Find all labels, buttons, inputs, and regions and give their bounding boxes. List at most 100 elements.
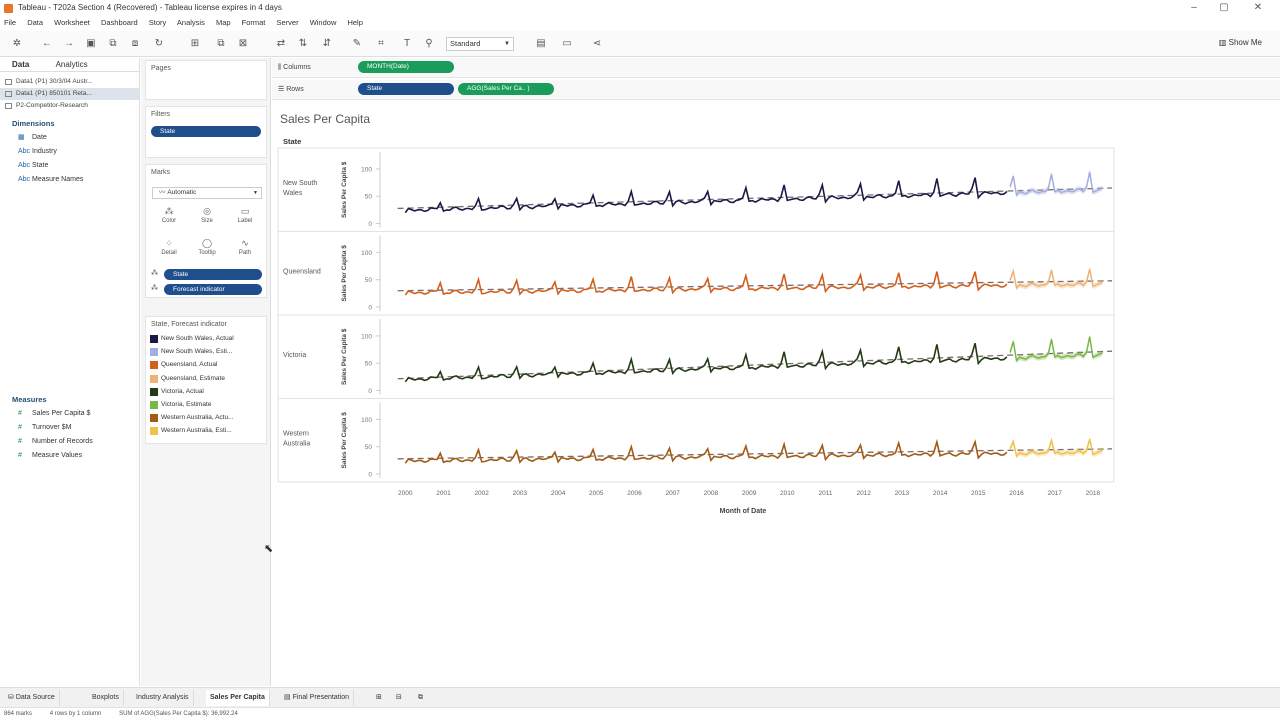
legend-item[interactable]: Victoria, Estimate xyxy=(146,398,266,411)
tab-analytics[interactable]: Analytics xyxy=(55,60,88,69)
save-icon[interactable]: ▣ xyxy=(86,38,96,49)
menu-server[interactable]: Server xyxy=(276,18,299,27)
minimize-button[interactable]: – xyxy=(1191,2,1197,13)
close-button[interactable]: ✕ xyxy=(1253,2,1263,13)
legend-item[interactable]: New South Wales, Actual xyxy=(146,332,266,345)
label-button[interactable]: ▭ Label xyxy=(228,205,262,231)
highlight-icon[interactable]: ✎ xyxy=(352,38,362,49)
columns-shelf[interactable]: ⫼ Columns MONTH(Date) xyxy=(272,58,1280,78)
marks-pill-state[interactable]: State xyxy=(164,269,262,280)
measure-turnover[interactable]: # Turnover $M xyxy=(0,421,139,435)
rows-pill-sales-per-capita[interactable]: AGG(Sales Per Ca.. ) xyxy=(458,83,554,95)
menu-analysis[interactable]: Analysis xyxy=(176,18,205,27)
undo-icon[interactable]: ← xyxy=(42,38,52,49)
tableau-home-icon[interactable]: ✲ xyxy=(12,38,22,49)
measure-values[interactable]: # Measure Values xyxy=(0,449,139,463)
path-label: Path xyxy=(238,250,252,256)
legend-item[interactable]: Western Australia, Actu... xyxy=(146,411,266,424)
mark-type-dropdown[interactable]: 〰 Automatic ▼ xyxy=(152,187,262,199)
color-button[interactable]: ⁂ Color xyxy=(152,205,186,231)
dimension-industry[interactable]: Abc Industry xyxy=(0,145,139,159)
fit-dropdown[interactable]: Standard ▼ xyxy=(446,37,514,51)
dimension-date[interactable]: ▦ Date xyxy=(0,131,139,145)
rows-shelf[interactable]: ☰ Rows State AGG(Sales Per Ca.. ) xyxy=(272,80,1280,100)
maximize-button[interactable]: ▢ xyxy=(1219,2,1229,13)
tab-data[interactable]: Data xyxy=(12,60,30,69)
dimension-state[interactable]: Abc State xyxy=(0,159,139,173)
pause-updates-icon[interactable]: ⧈ xyxy=(131,38,139,49)
data-source-item[interactable]: P2-Competitor-Research xyxy=(0,100,139,112)
chevron-down-icon: ▼ xyxy=(504,41,510,47)
filter-pill-state[interactable]: State xyxy=(151,126,261,137)
dimension-measure-names[interactable]: Abc Measure Names xyxy=(0,173,139,187)
size-button[interactable]: ◎ Size xyxy=(190,205,224,231)
show-me-button[interactable]: ▥ Show Me xyxy=(1219,38,1262,47)
x-tick-label: 2016 xyxy=(1009,490,1024,497)
legend-label: Western Australia, Actu... xyxy=(161,414,234,422)
detail-icon: ⁘ xyxy=(165,238,173,248)
menu-file[interactable]: File xyxy=(4,18,17,27)
marks-pill-forecast-indicator[interactable]: Forecast indicator xyxy=(164,284,262,295)
group-icon[interactable]: ⌗ xyxy=(378,38,384,49)
view-title: Sales Per Capita xyxy=(280,112,371,126)
columns-pill-month-date[interactable]: MONTH(Date) xyxy=(358,61,454,73)
measure-sales-per-capita[interactable]: # Sales Per Capita $ xyxy=(0,407,139,421)
color-marks-icon: ⁂ xyxy=(151,285,158,292)
new-worksheet-tab[interactable]: ⊞ xyxy=(376,694,382,701)
refresh-icon[interactable]: ↻ xyxy=(154,38,164,49)
redo-icon[interactable]: → xyxy=(64,38,74,49)
show-cards-icon[interactable]: ▤ xyxy=(536,38,546,49)
sort-descending-icon[interactable]: ⇵ xyxy=(322,38,332,49)
story-icon: ▤ xyxy=(284,694,293,701)
x-tick-label: 2005 xyxy=(589,490,604,497)
menu-worksheet[interactable]: Worksheet xyxy=(54,18,90,27)
fix-axes-icon[interactable]: ⚲ xyxy=(425,38,433,49)
swap-axes-icon[interactable]: ⇄ xyxy=(276,38,286,49)
menu-story[interactable]: Story xyxy=(148,18,167,27)
new-data-source-icon[interactable]: ⧉ xyxy=(109,38,117,49)
new-worksheet-icon[interactable]: ⊞ xyxy=(190,38,200,49)
legend-item[interactable]: Queensland, Estimate xyxy=(146,372,266,385)
menu-map[interactable]: Map xyxy=(215,18,231,27)
menu-data[interactable]: Data xyxy=(27,18,44,27)
menu-help[interactable]: Help xyxy=(347,18,363,27)
sheet-tabs-bar: ⛁ Data Source Boxplots Industry Analysis… xyxy=(0,687,1280,707)
menu-window[interactable]: Window xyxy=(309,18,337,27)
x-tick-label: 2006 xyxy=(627,490,642,497)
clear-sheet-icon[interactable]: ⊠ xyxy=(238,38,248,49)
pages-card[interactable]: Pages xyxy=(145,60,267,100)
trend-line xyxy=(397,187,1113,210)
share-icon[interactable]: ⋖ xyxy=(592,38,602,49)
filters-card[interactable]: Filters State xyxy=(145,106,267,158)
tab-data-source[interactable]: ⛁ Data Source xyxy=(4,690,60,706)
y-tick-label: 100 xyxy=(361,250,372,257)
marks-card: Marks 〰 Automatic ▼ ⁂ Color ◎ Size ▭ Label … xyxy=(145,164,267,298)
tab-boxplots[interactable]: Boxplots xyxy=(88,690,124,706)
menu-format[interactable]: Format xyxy=(241,18,266,27)
show-labels-icon[interactable]: T xyxy=(403,38,411,49)
measure-number-of-records[interactable]: # Number of Records xyxy=(0,435,139,449)
legend-item[interactable]: New South Wales, Esti... xyxy=(146,345,266,358)
tooltip-icon[interactable]: ▭ xyxy=(562,38,572,49)
legend-label: Western Australia, Esti... xyxy=(161,427,232,435)
x-tick-label: 2018 xyxy=(1086,490,1101,497)
legend-item[interactable]: Victoria, Actual xyxy=(146,385,266,398)
field-label: Industry xyxy=(32,148,57,155)
new-story-tab[interactable]: ⧉ xyxy=(418,694,423,701)
duplicate-sheet-icon[interactable]: ⧉ xyxy=(217,38,225,49)
detail-button[interactable]: ⁘ Detail xyxy=(152,237,186,263)
new-dashboard-tab[interactable]: ⊟ xyxy=(396,694,402,701)
tab-final-presentation[interactable]: ▤ Final Presentation xyxy=(280,690,354,706)
menu-dashboard[interactable]: Dashboard xyxy=(100,18,138,27)
legend-item[interactable]: Western Australia, Esti... xyxy=(146,424,266,437)
series-line-actual xyxy=(404,177,1008,214)
sort-ascending-icon[interactable]: ⇅ xyxy=(298,38,308,49)
tab-sales-per-capita[interactable]: Sales Per Capita xyxy=(206,690,270,706)
path-button[interactable]: ∿ Path xyxy=(228,237,262,263)
tab-industry-analysis[interactable]: Industry Analysis xyxy=(132,690,194,706)
legend-item[interactable]: Queensland, Actual xyxy=(146,358,266,371)
data-source-item[interactable]: Data1 (P1) 30/3/04 Austr... xyxy=(0,76,139,88)
data-source-item[interactable]: Data1 (P1) 850101 Reta... xyxy=(0,88,139,100)
tooltip-button[interactable]: ◯ Tooltip xyxy=(190,237,224,263)
rows-pill-state[interactable]: State xyxy=(358,83,454,95)
